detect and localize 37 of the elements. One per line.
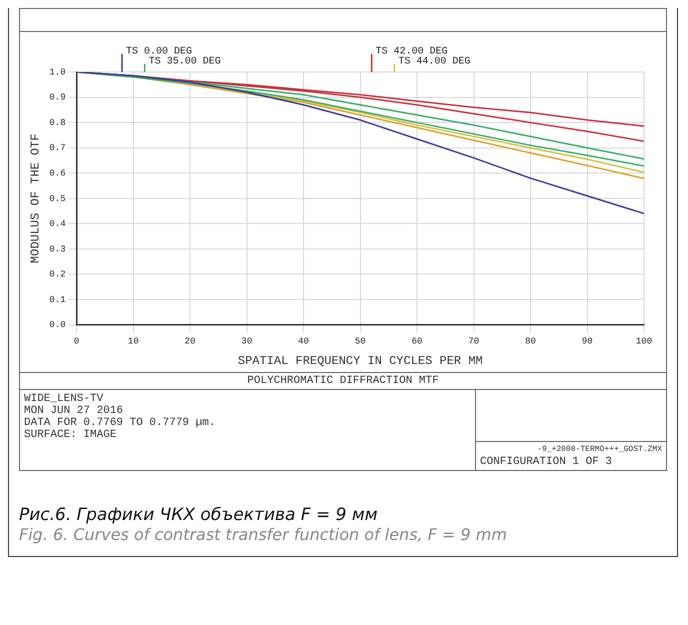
y-tick-label: 0.3 [49, 244, 66, 254]
caption: Fig. 6. Curves of contrast transfer function of lens, F = 9 mm [19, 525, 508, 544]
y-axis-title: MODULUS OF THE OTF [28, 134, 42, 264]
series-label: TS 0.00 DEG [126, 46, 192, 58]
text: Рис.6. Графики ЧКХ объектива F = 9 мм [19, 505, 379, 525]
y-tick-label: 0.2 [49, 270, 66, 280]
x-tick-label: 90 [582, 336, 593, 347]
x-tick-label: 10 [128, 336, 139, 347]
legend-label: TS 35.00 DEG [148, 56, 221, 68]
x-tick-label: 100 [636, 336, 652, 347]
text: MON JUN 27 2016 [24, 405, 124, 417]
y-tick-label: 0.7 [49, 143, 66, 154]
y-tick-label: 0.4 [49, 219, 66, 230]
x-tick-label: 40 [298, 336, 309, 347]
x-tick-label: 60 [412, 336, 422, 347]
text: SURFACE: IMAGE [24, 429, 118, 441]
x-tick-label: 0 [74, 336, 80, 347]
y-tick-label: 0.5 [49, 194, 66, 204]
text: DATA FOR 0.7769 TO 0.7779 µm. [24, 417, 216, 429]
text: TS 42.00 DEG [376, 46, 448, 58]
text: POLYCHROMATIC DIFFRACTION MTF [20, 372, 666, 390]
x-tick-label: 50 [354, 336, 366, 347]
x-tick-label: 30 [241, 336, 252, 347]
x-tick-label: 20 [184, 336, 196, 347]
y-tick-label: 0.8 [49, 118, 66, 128]
text: WIDE_LENS-TV [24, 393, 104, 405]
text: -9_+2008-TERMO+++_GOST.ZMX [536, 444, 662, 456]
x-tick-label: 70 [468, 336, 480, 347]
x-tick-label: 80 [525, 336, 536, 347]
y-tick-label: 1.0 [49, 67, 66, 78]
y-tick-label: 0.1 [49, 294, 66, 305]
y-tick-label: 0.0 [49, 320, 66, 330]
legend-label: TS 44.00 DEG [398, 56, 470, 68]
y-tick-label: 0.9 [49, 92, 66, 103]
text: CONFIGURATION 1 OF 3 [480, 456, 614, 468]
y-tick-label: 0.6 [49, 168, 66, 179]
x-axis-title: SPATIAL FREQUENCY IN CYCLES PER MM [238, 354, 483, 368]
